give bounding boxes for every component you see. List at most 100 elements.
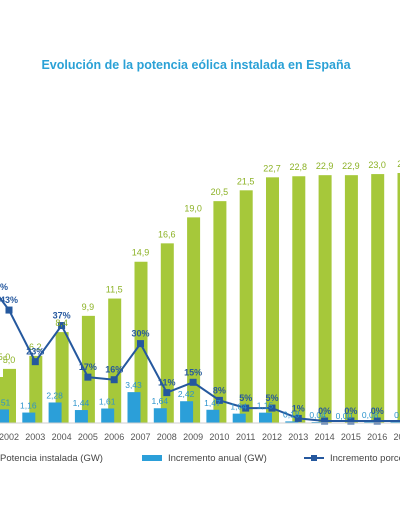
increment-bar [259,412,272,423]
x-tick-label: 2002 [0,432,19,442]
installed-bar [108,298,122,423]
percent-label: 0% [371,406,384,416]
x-tick-label: 2009 [183,432,203,442]
percent-marker [242,404,250,412]
installed-bar [292,176,306,423]
x-tick-label: 2015 [341,432,361,442]
increment-bar [127,392,141,423]
increment-bar [48,402,62,423]
increment-label: 0 [394,410,399,420]
increment-label: 1,47 [204,398,221,408]
legend-marker-percent [311,455,317,461]
increment-label: 1,16 [20,401,37,411]
increment-label: 1,64 [152,396,169,406]
installed-bar [371,174,385,423]
x-tick-label: 2013 [288,432,308,442]
installed-bar [81,315,95,423]
installed-label: 5,0 [3,355,16,365]
x-tick-label: 2008 [157,432,177,442]
installed-bar [344,175,358,423]
percent-label: 37% [53,311,71,321]
x-tick-label: 2003 [25,432,45,442]
increment-label: 1,04 [230,402,247,412]
percent-label: 5% [239,393,252,403]
installed-bar [55,332,69,423]
installed-label: 20,5 [211,187,229,197]
increment-label: 1,44 [73,398,90,408]
installed-label: 23, [397,159,400,169]
increment-bar [285,421,299,423]
installed-label: 22,9 [342,161,360,171]
legend-swatch-increment [142,455,162,461]
installed-label: 16,6 [158,229,176,239]
percent-label: 8% [213,385,226,395]
percent-label: 0% [318,406,331,416]
percent-label: 15% [184,367,202,377]
percent-marker [321,417,329,425]
increment-bar [74,410,88,423]
installed-bar [266,177,279,423]
installed-bar [397,173,400,423]
chart-title: Evolución de la potencia eólica instalad… [41,58,351,72]
increment-label: 0,08 [362,410,379,420]
installed-bar [213,201,227,423]
installed-label: 22,7 [263,163,281,173]
increment-label: 2,42 [178,389,195,399]
x-tick-label: 2016 [367,432,387,442]
percent-marker [189,378,197,386]
x-tick-label: 2012 [262,432,282,442]
increment-label: 0,18 [283,409,300,419]
x-tick-label: 2011 [236,432,255,442]
installed-label: 23,0 [368,160,386,170]
x-tick-label: 2007 [130,432,150,442]
increment-bar [153,408,167,423]
increment-label: 0,04 [309,410,326,420]
percent-marker [163,389,171,397]
increment-bar [101,408,115,423]
x-tick-label: 2004 [52,432,72,442]
percent-marker [268,404,276,412]
percent-label: 23% [26,347,44,357]
installed-label: 21,5 [237,176,255,186]
percent-label: 17% [79,362,97,372]
increment-label: 0,00 [336,411,353,421]
percent-label: 0% [344,406,357,416]
x-tick-label: 2005 [78,432,98,442]
installed-bar [318,175,332,423]
percent-marker [373,417,381,425]
percent-label: 1% [292,403,305,413]
percent-marker [137,340,144,348]
increment-bar [206,409,220,423]
percent-marker [347,417,355,425]
legend-label-increment: Incremento anual (GW) [168,453,267,464]
installed-label-partial: 5,0 [0,352,10,362]
legend-label-percent: Incremento porcentual [330,453,400,464]
percent-label: 11% [158,378,176,388]
increment-label: 1,61 [99,397,116,407]
installed-bar [160,243,174,423]
increment-bar [22,412,36,423]
percent-marker [31,358,39,366]
percent-label: 43% [0,295,18,305]
installed-bar [187,217,201,423]
percent-marker [84,373,92,381]
installed-label: 8,4 [55,318,68,328]
x-tick-label: 2006 [104,432,124,442]
percent-marker [5,306,13,314]
installed-label: 22,9 [316,161,334,171]
legend: Potencia instalada (GW) Incremento anual… [0,453,400,464]
installed-label: 11,5 [106,285,123,295]
x-tick-label: 2017 [393,432,400,442]
percent-marker [294,414,302,422]
increment-label: 3,43 [125,380,142,390]
legend-label-installed: Potencia instalada (GW) [0,453,103,464]
percent-label: 16% [105,365,123,375]
percent-marker [110,376,118,384]
increment-bar [232,413,246,423]
increment-label: 1,51 [0,397,11,407]
x-tick-label: 2010 [209,432,229,442]
installed-bar [239,190,253,423]
percent-label: 30% [131,329,149,339]
increment-bar [0,409,9,423]
